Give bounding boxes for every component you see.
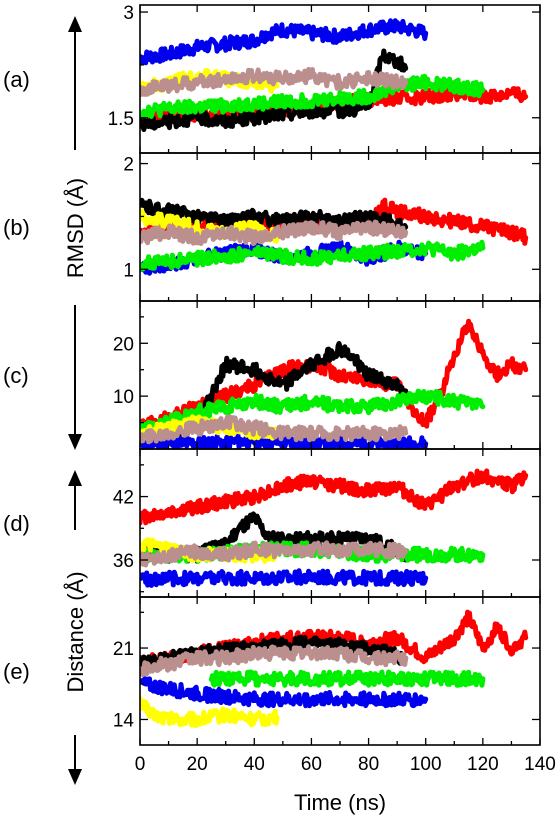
series-green-line [208,669,486,688]
panel-series [140,318,529,449]
series-blue-line [140,676,429,709]
x-tick-label: 0 [135,754,146,775]
panel-series [140,468,529,588]
x-tick-label: 100 [410,754,442,775]
series-green-line [140,73,486,119]
x-tick-label: 20 [187,754,208,775]
panel-label: (b) [3,215,30,240]
y-tick-label: 3 [123,3,134,24]
distance-arrow-down-head [68,769,82,785]
panel-series [140,18,529,132]
y-tick-label: 36 [113,551,134,572]
rmsd-arrow-up-head [68,16,82,32]
panel-series [140,197,529,276]
series-blue-line [140,18,429,66]
series-brown-line [140,540,409,568]
y-tick-label: 21 [113,639,134,660]
rmsd-axis-title: RMSD (Å) [63,16,88,450]
y-tick-label: 1 [123,260,134,281]
distance-label: Distance (Å) [63,571,88,692]
series-brown-line [140,414,409,445]
y-tick-label: 1.5 [108,109,134,130]
panel-4: 36 42 (d) [3,448,541,598]
y-tick-label: 10 [113,387,134,408]
series-brown-line [140,644,409,678]
series-black-line [140,197,409,235]
y-tick-label: 14 [113,710,135,731]
distance-axis-title: Distance (Å) [63,470,88,785]
panel-series [140,609,529,728]
y-tick-label: 20 [113,334,134,355]
x-tick-label: 40 [244,754,265,775]
series-yellow-line [140,208,280,244]
panel-label: (c) [3,363,29,388]
x-tick-label: 140 [524,754,556,775]
panel-label: (e) [3,659,30,684]
series-green-line [140,388,486,433]
panel-3: 10 20 (c) [3,300,541,450]
y-tick-label: 2 [123,155,134,176]
series-yellow-line [140,696,280,728]
panel-1: 1.5 3 (a) [3,3,541,154]
x-tick-label: 80 [358,754,379,775]
series-green-line [140,239,486,273]
x-axis: 0 20 40 60 80 100 120 140 [135,754,556,775]
rmsd-arrow-down-head [68,434,82,450]
series-red-line [140,468,529,526]
y-tick-label: 42 [113,488,134,509]
x-axis-title: Time (ns) [294,790,386,815]
series-brown-line [140,66,409,97]
panel-label: (d) [3,511,30,536]
rmsd-label: RMSD (Å) [63,178,88,278]
distance-arrow-up-head [68,470,82,486]
panels: 1.5 3 (a) 1 2 (b) 10 20 (c) 36 42 (d) 14 21 (e) [3,3,541,746]
x-tick-label: 60 [301,754,322,775]
series-blue-line [140,568,429,588]
x-tick-label: 120 [467,754,499,775]
panel-5: 14 21 (e) [3,596,541,746]
panel-label: (a) [3,67,30,92]
series-brown-line [140,219,409,247]
